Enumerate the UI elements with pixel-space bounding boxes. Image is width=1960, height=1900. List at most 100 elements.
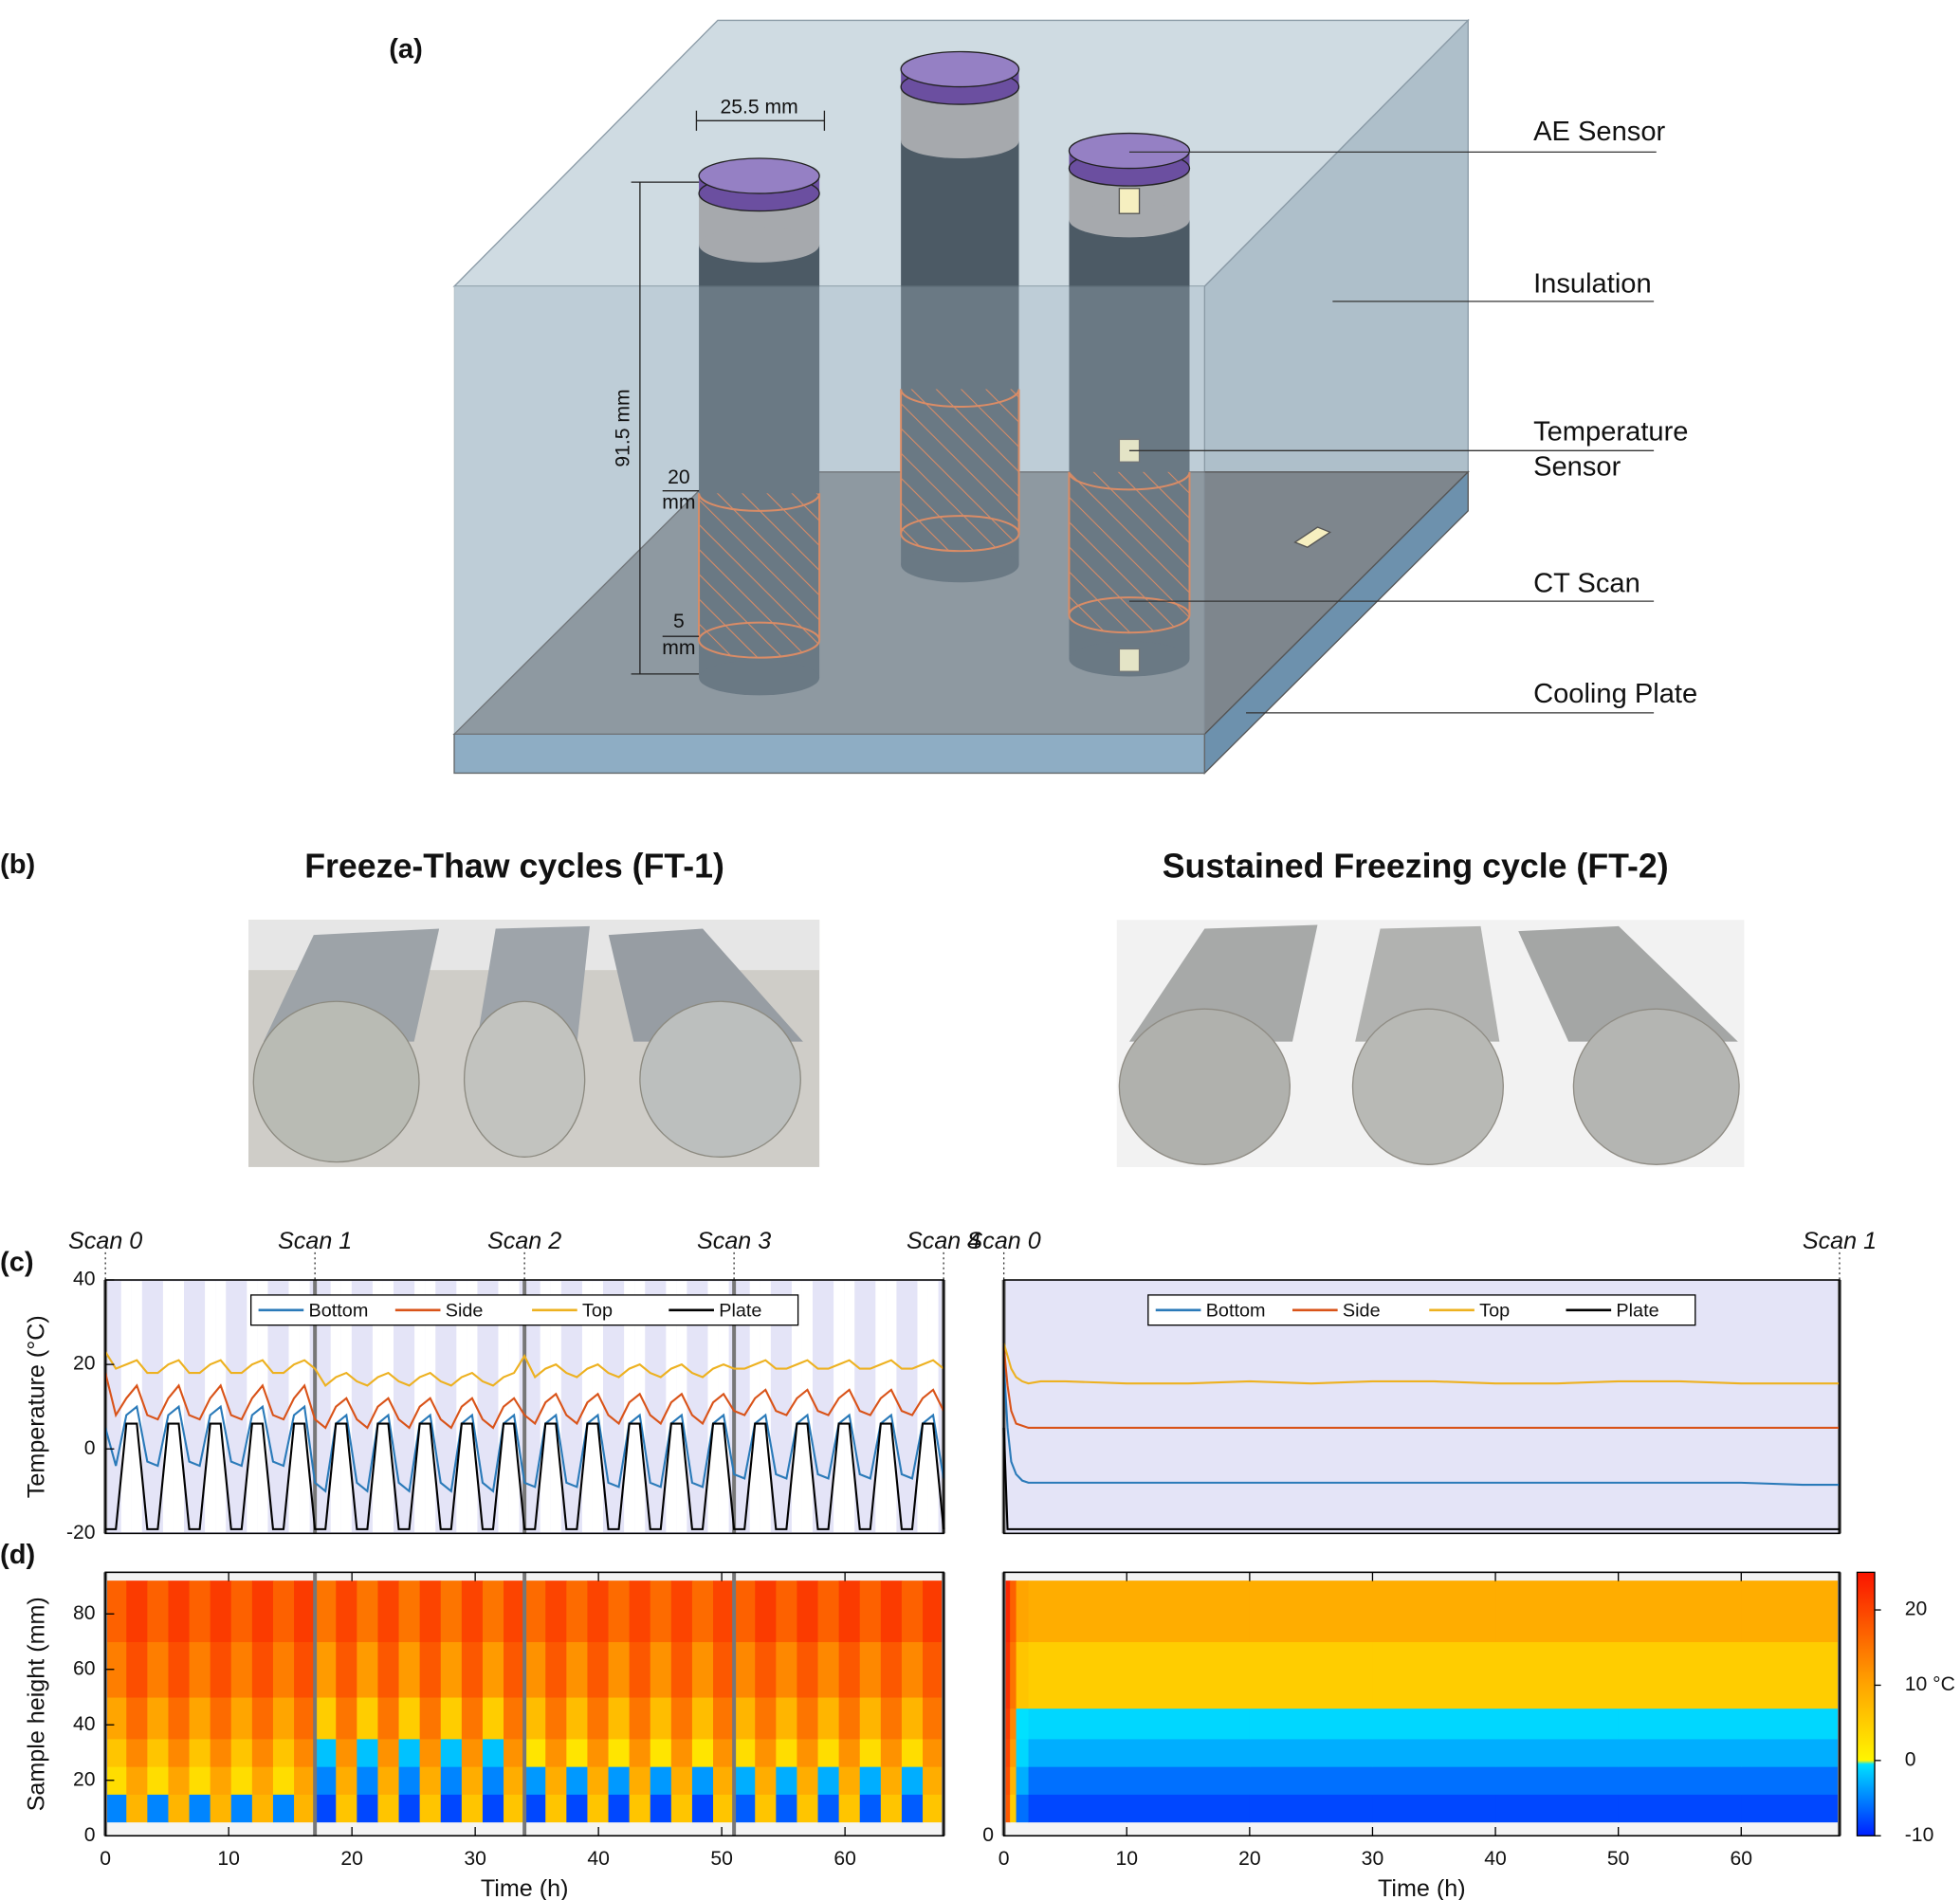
heat-cell [670, 1696, 693, 1740]
heat-cell [859, 1641, 882, 1698]
heat-cell [1127, 1580, 1251, 1643]
heat-cell [147, 1580, 169, 1643]
heat-cell [315, 1696, 337, 1740]
heat-cell [776, 1738, 797, 1767]
heat-cell [1741, 1766, 1841, 1795]
heat-cell [1495, 1738, 1620, 1767]
heat-cell [504, 1738, 525, 1767]
heat-cell [859, 1696, 882, 1740]
heat-cell [1016, 1708, 1030, 1740]
heat-cell [210, 1766, 232, 1795]
heat-cell [713, 1580, 735, 1643]
heat-cell [147, 1738, 169, 1767]
heat-cell [629, 1794, 651, 1823]
thaw-band [760, 1281, 771, 1533]
heat-cell [566, 1580, 588, 1643]
heat-cell [1618, 1738, 1742, 1767]
heat-cell [1016, 1580, 1030, 1643]
heat-cell [880, 1794, 903, 1823]
heat-cell [797, 1696, 819, 1740]
heat-cell [755, 1641, 777, 1698]
heat-cell [1495, 1641, 1620, 1709]
y-tick-label: 20 [73, 1768, 96, 1790]
thaw-band [508, 1281, 520, 1533]
heat-cell [419, 1641, 442, 1698]
heat-cell [251, 1580, 274, 1643]
colorbar-tick-label: 10 °C [1905, 1673, 1955, 1695]
heat-cell [1249, 1580, 1373, 1643]
thaw-band [120, 1281, 132, 1533]
dimension-label: 20 [668, 466, 690, 488]
heat-cell [419, 1794, 442, 1823]
heat-cell [776, 1696, 797, 1740]
heat-cell [1028, 1580, 1127, 1643]
x-tick-label: 20 [1238, 1848, 1261, 1870]
heat-cell [797, 1766, 819, 1795]
plot-frame [104, 1279, 944, 1535]
y-tick-label: 80 [73, 1602, 96, 1624]
heat-cell [419, 1738, 442, 1767]
heat-cell [734, 1580, 756, 1643]
heat-cell [105, 1641, 127, 1698]
heat-cell [734, 1738, 756, 1767]
heat-cell [713, 1738, 735, 1767]
sample-photos: (b) Freeze-Thaw cycles (FT-1) Sustained … [0, 847, 1745, 1167]
heat-cell [691, 1738, 714, 1767]
thaw-band [676, 1281, 687, 1533]
heat-cell [336, 1766, 357, 1795]
colorbar-tick-label: 0 [1905, 1748, 1916, 1770]
heat-cell [1249, 1708, 1373, 1740]
heat-cell [440, 1794, 463, 1823]
heat-cell [1372, 1794, 1496, 1823]
heat-cell [608, 1738, 631, 1767]
y-tick-label: 0 [84, 1437, 96, 1459]
panel-label: (b) [0, 850, 35, 880]
series-line [105, 1422, 945, 1530]
heat-cell [357, 1696, 378, 1740]
y-tick-label: 40 [73, 1269, 96, 1290]
x-tick-label: 60 [833, 1848, 856, 1870]
heat-cell [859, 1794, 882, 1823]
thaw-band [550, 1281, 561, 1533]
heat-cell [880, 1766, 903, 1795]
heat-cell [545, 1794, 567, 1823]
scan-label: Scan 4 [907, 1228, 980, 1254]
heat-cell [210, 1580, 232, 1643]
heat-cell [357, 1641, 378, 1698]
dimension-label: 25.5 mm [720, 97, 797, 119]
heat-cell [440, 1696, 463, 1740]
heat-cell [272, 1766, 295, 1795]
heat-cell [168, 1580, 191, 1643]
heat-cell [545, 1641, 567, 1698]
callout-lines [1128, 151, 1657, 714]
heat-cell [1372, 1738, 1496, 1767]
heat-cell [670, 1580, 693, 1643]
heat-cell [377, 1794, 400, 1823]
heat-cell [357, 1766, 378, 1795]
heat-cell [608, 1794, 631, 1823]
sensor-marker [1293, 526, 1332, 548]
heat-cell [859, 1738, 882, 1767]
heat-cell [482, 1738, 504, 1767]
heat-cell [315, 1738, 337, 1767]
heat-cell [1741, 1738, 1841, 1767]
heat-cell [251, 1696, 274, 1740]
heat-cell [504, 1580, 525, 1643]
heat-cell [1016, 1794, 1030, 1823]
heat-cell [1127, 1738, 1251, 1767]
colorbar-tick-label: -10 [1905, 1824, 1934, 1846]
heat-cell [1495, 1794, 1620, 1823]
heat-cell [755, 1794, 777, 1823]
heat-cell [126, 1641, 148, 1698]
heat-cell [566, 1766, 588, 1795]
heat-cell [1028, 1766, 1127, 1795]
thaw-band [624, 1281, 635, 1533]
thaw-band [917, 1281, 928, 1533]
x-axis-label: Time (h) [1378, 1875, 1466, 1900]
thaw-band [801, 1281, 814, 1533]
heat-cell [797, 1641, 819, 1698]
heat-cell [482, 1580, 504, 1643]
panel-label: (c) [0, 1248, 34, 1278]
heat-cell [419, 1580, 442, 1643]
